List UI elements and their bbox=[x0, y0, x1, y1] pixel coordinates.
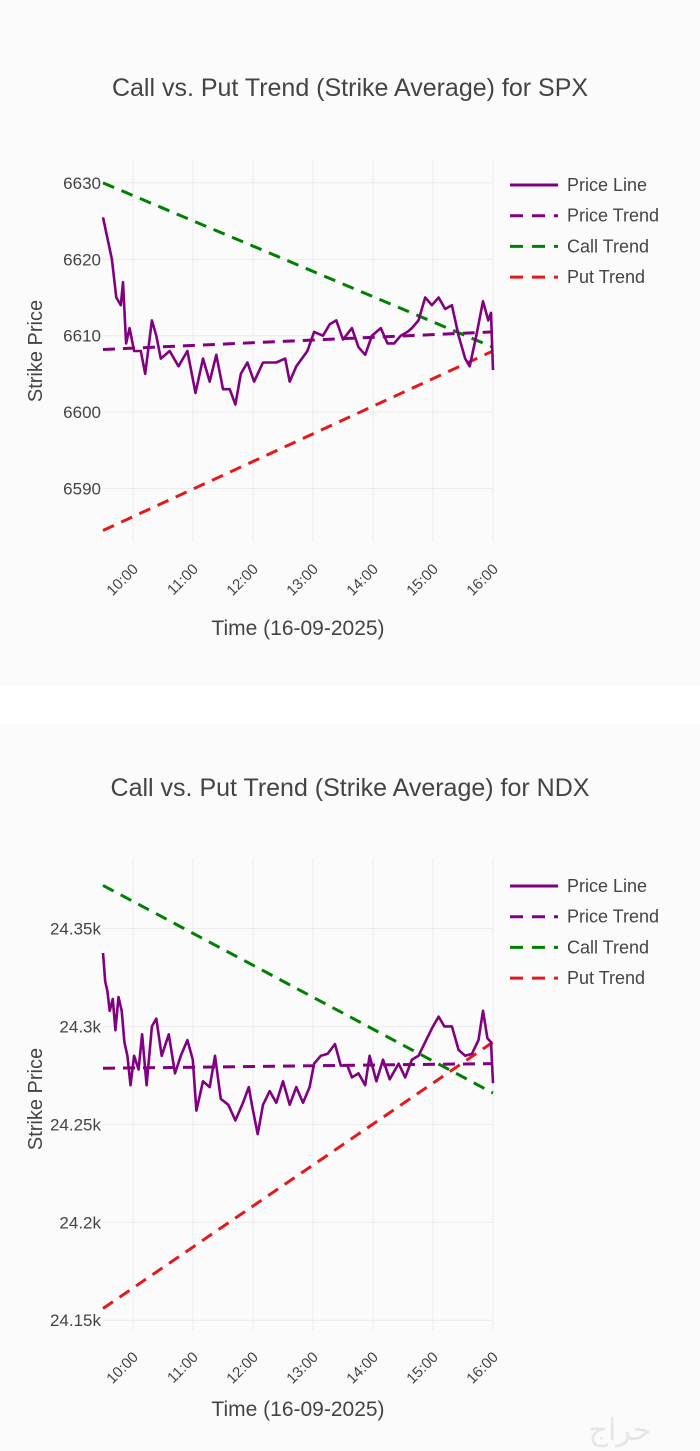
y-tick-label: 24.2k bbox=[59, 1213, 101, 1232]
x-axis-label: Time (16-09-2025) bbox=[211, 617, 384, 640]
legend-label: Price Trend bbox=[567, 907, 659, 927]
legend-label: Put Trend bbox=[567, 267, 645, 287]
series-call-trend bbox=[102, 181, 494, 349]
y-tick-label: 6600 bbox=[63, 403, 101, 422]
chart-title: Call vs. Put Trend (Strike Average) for … bbox=[111, 774, 590, 802]
legend-label: Price Line bbox=[567, 175, 647, 195]
y-tick-label: 24.3k bbox=[59, 1017, 101, 1036]
y-tick-label: 6630 bbox=[63, 174, 101, 193]
legend-label: Call Trend bbox=[567, 937, 649, 957]
y-tick-label: 6620 bbox=[63, 250, 101, 269]
legend-label: Put Trend bbox=[567, 968, 645, 988]
series-price-trend bbox=[102, 330, 494, 351]
chart-panel-ndx bbox=[0, 724, 700, 1451]
legend-label: Price Trend bbox=[567, 206, 659, 226]
watermark-logo: حراج bbox=[589, 1414, 652, 1448]
legend-label: Call Trend bbox=[567, 236, 649, 256]
chart-panel-spx bbox=[0, 0, 700, 686]
y-axis-label: Strike Price bbox=[25, 1048, 47, 1150]
series-call-trend bbox=[102, 884, 494, 1095]
legend-label: Price Line bbox=[567, 876, 647, 896]
x-axis-label: Time (16-09-2025) bbox=[211, 1398, 384, 1421]
chart-title: Call vs. Put Trend (Strike Average) for … bbox=[112, 74, 588, 102]
y-tick-label: 24.15k bbox=[50, 1311, 102, 1330]
y-tick-label: 6590 bbox=[63, 480, 101, 499]
series-price-line bbox=[101, 217, 495, 406]
series-price-trend bbox=[102, 1062, 494, 1070]
y-tick-label: 24.35k bbox=[50, 920, 102, 939]
y-tick-label: 24.25k bbox=[50, 1115, 102, 1134]
series-price-line bbox=[101, 952, 495, 1136]
y-axis-label: Strike Price bbox=[25, 300, 47, 402]
y-tick-label: 6610 bbox=[63, 327, 101, 346]
series-put-trend bbox=[102, 349, 494, 532]
